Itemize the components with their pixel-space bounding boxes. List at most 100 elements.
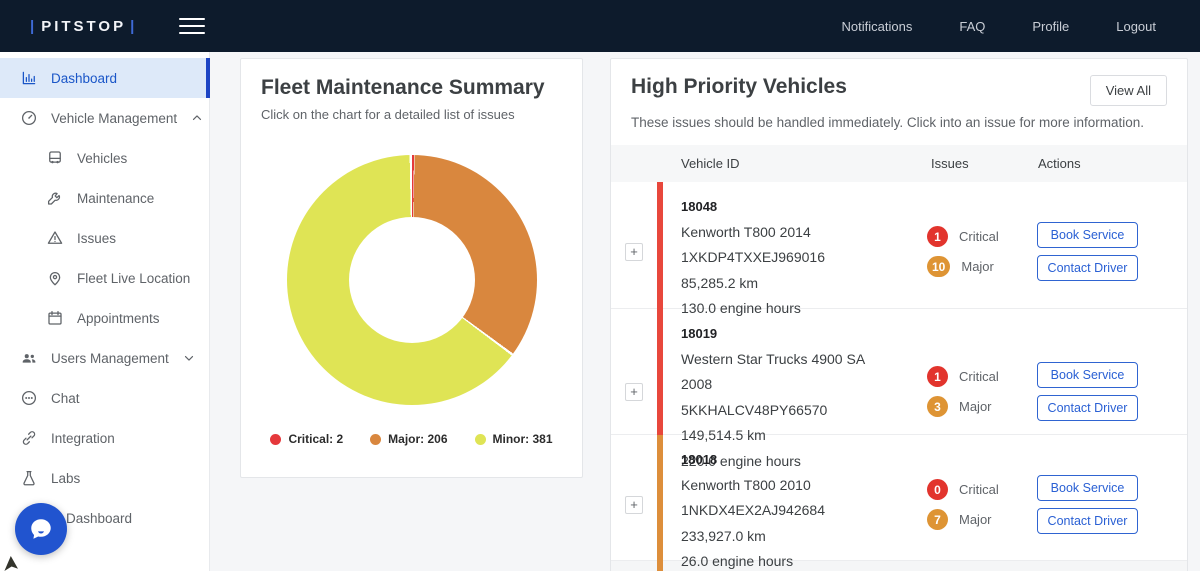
vehicle-info: 18018 Kenworth T800 2010 1NKDX4EX2AJ9426… — [663, 435, 899, 571]
vehicle-vin: 5KKHALCV48PY66570 — [681, 398, 899, 424]
navbar-links: Notifications FAQ Profile Logout — [842, 19, 1156, 34]
location-pin-icon — [46, 269, 64, 287]
donut-chart-wrapper — [241, 155, 582, 405]
pitstop-logo: | PITSTOP | — [30, 18, 137, 35]
actions-cell: Book Service Contact Driver — [1029, 435, 1187, 571]
legend-label: Major: 206 — [388, 432, 447, 446]
critical-count-badge: 0 — [927, 479, 948, 500]
summary-card-subtitle: Click on the chart for a detailed list o… — [241, 100, 582, 122]
sidebar-item-vehicles[interactable]: Vehicles — [0, 138, 209, 178]
sidebar-item-issues[interactable]: Issues — [0, 218, 209, 258]
warning-triangle-icon — [46, 229, 64, 247]
vehicle-odometer: 233,927.0 km — [681, 524, 899, 550]
table-row[interactable]: + 18018 Kenworth T800 2010 1NKDX4EX2AJ94… — [611, 434, 1187, 560]
nav-link-faq[interactable]: FAQ — [959, 19, 985, 34]
expand-row-button[interactable]: + — [625, 496, 643, 514]
gauge-icon — [20, 109, 38, 127]
column-header-issues: Issues — [899, 156, 1029, 171]
logo-text: PITSTOP — [41, 18, 126, 35]
top-navbar: | PITSTOP | Notifications FAQ Profile Lo… — [0, 0, 1200, 52]
link-icon — [20, 429, 38, 447]
vehicle-model: Kenworth T800 2010 — [681, 473, 899, 499]
legend-item: Minor: 381 — [475, 432, 553, 446]
contact-driver-button[interactable]: Contact Driver — [1037, 255, 1138, 281]
vehicle-odometer: 85,285.2 km — [681, 271, 899, 297]
chat-bubble-icon — [28, 516, 54, 542]
legend-item: Critical: 2 — [270, 432, 343, 446]
legend-label: Critical: 2 — [288, 432, 343, 446]
wrench-icon — [46, 189, 64, 207]
sidebar-item-dashboard[interactable]: Dashboard — [0, 58, 209, 98]
vehicle-vin: 1XKDP4TXXEJ969016 — [681, 245, 899, 271]
expand-row-button[interactable]: + — [625, 383, 643, 401]
sidebar-item-vehicle-management[interactable]: Vehicle Management — [0, 98, 209, 138]
major-label: Major — [961, 259, 994, 274]
vehicle-model: Western Star Trucks 4900 SA 2008 — [681, 347, 899, 398]
sidebar-item-appointments[interactable]: Appointments — [0, 298, 209, 338]
calendar-icon — [46, 309, 64, 327]
expand-row-button[interactable]: + — [625, 243, 643, 261]
critical-label: Critical — [959, 369, 999, 384]
legend-label: Minor: 381 — [493, 432, 553, 446]
sidebar-item-labs[interactable]: Labs — [0, 458, 209, 498]
vehicle-info: 18048 Kenworth T800 2014 1XKDP4TXXEJ9690… — [663, 182, 899, 322]
vehicle-vin: 1NKDX4EX2AJ942684 — [681, 498, 899, 524]
critical-count-badge: 1 — [927, 366, 948, 387]
major-label: Major — [959, 512, 992, 527]
actions-cell: Book Service Contact Driver — [1029, 182, 1187, 322]
sidebar-item-users-management[interactable]: Users Management — [0, 338, 209, 378]
issues-donut-chart[interactable] — [287, 155, 537, 405]
sidebar: Dashboard Vehicle Management Vehicles Ma… — [0, 52, 210, 571]
major-count-badge: 3 — [927, 396, 948, 417]
users-icon — [20, 349, 38, 367]
nav-link-logout[interactable]: Logout — [1116, 19, 1156, 34]
summary-card-title: Fleet Maintenance Summary — [241, 59, 582, 100]
column-header-vehicle-id: Vehicle ID — [663, 156, 899, 171]
issues-cell: 1 Critical 10 Major — [899, 182, 1029, 322]
contact-driver-button[interactable]: Contact Driver — [1037, 508, 1138, 534]
chevron-up-icon — [190, 111, 204, 125]
chevron-down-icon — [182, 351, 196, 365]
nav-link-notifications[interactable]: Notifications — [842, 19, 913, 34]
critical-label: Critical — [959, 482, 999, 497]
flask-icon — [20, 469, 38, 487]
priority-card-subtitle: These issues should be handled immediate… — [611, 106, 1187, 145]
sidebar-item-fleet-live-location[interactable]: Fleet Live Location — [0, 258, 209, 298]
major-label: Major — [959, 399, 992, 414]
contact-driver-button[interactable]: Contact Driver — [1037, 395, 1138, 421]
legend-dot — [270, 434, 281, 445]
bar-chart-icon — [20, 69, 38, 87]
nav-link-profile[interactable]: Profile — [1032, 19, 1069, 34]
menu-hamburger-icon[interactable] — [179, 13, 205, 38]
column-header-actions: Actions — [1029, 156, 1187, 171]
chat-launcher-button[interactable] — [15, 503, 67, 555]
table-row[interactable]: + 18048 Kenworth T800 2014 1XKDP4TXXEJ96… — [611, 182, 1187, 308]
high-priority-vehicles-card: High Priority Vehicles View All These is… — [610, 58, 1188, 571]
logo-pipe-left: | — [30, 18, 37, 35]
legend-dot — [475, 434, 486, 445]
critical-count-badge: 1 — [927, 226, 948, 247]
vehicle-id: 18018 — [681, 447, 899, 473]
view-all-button[interactable]: View All — [1090, 75, 1167, 106]
book-service-button[interactable]: Book Service — [1037, 222, 1138, 248]
sidebar-item-maintenance[interactable]: Maintenance — [0, 178, 209, 218]
vehicle-id: 18019 — [681, 321, 899, 347]
major-count-badge: 7 — [927, 509, 948, 530]
sidebar-item-chat[interactable]: Chat — [0, 378, 209, 418]
priority-card-title: High Priority Vehicles — [631, 75, 847, 99]
main-content: Fleet Maintenance Summary Click on the c… — [210, 52, 1200, 571]
table-header: Vehicle ID Issues Actions — [611, 145, 1187, 182]
vehicle-engine-hours: 26.0 engine hours — [681, 549, 899, 571]
book-service-button[interactable]: Book Service — [1037, 362, 1138, 388]
issues-cell: 0 Critical 7 Major — [899, 435, 1029, 571]
vehicle-icon — [46, 149, 64, 167]
chat-icon — [20, 389, 38, 407]
chart-legend: Critical: 2 Major: 206 Minor: 381 — [241, 432, 582, 446]
table-row[interactable]: + 18019 Western Star Trucks 4900 SA 2008… — [611, 308, 1187, 434]
vehicle-model: Kenworth T800 2014 — [681, 220, 899, 246]
legend-item: Major: 206 — [370, 432, 447, 446]
sidebar-item-integration[interactable]: Integration — [0, 418, 209, 458]
fleet-maintenance-summary-card: Fleet Maintenance Summary Click on the c… — [240, 58, 583, 478]
book-service-button[interactable]: Book Service — [1037, 475, 1138, 501]
logo-pipe-right: | — [130, 18, 137, 35]
